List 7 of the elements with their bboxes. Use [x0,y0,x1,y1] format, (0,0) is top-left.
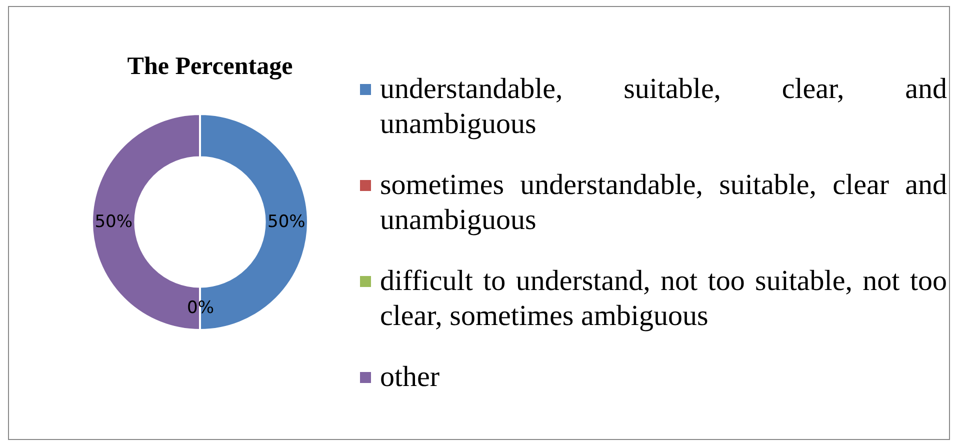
data-label: 50% [268,212,306,232]
legend-label: sometimes understandable, suitable, clear and unambiguous [380,169,947,236]
legend-label: difficult to understand, not too suitable, not too clear, sometimes ambiguous [380,265,947,332]
legend-label: other [380,361,440,393]
chart-title: The Percentage [127,52,293,80]
legend-label: understandable, suitable, clear, and unambiguous [380,73,947,140]
data-label: 50% [94,212,132,232]
